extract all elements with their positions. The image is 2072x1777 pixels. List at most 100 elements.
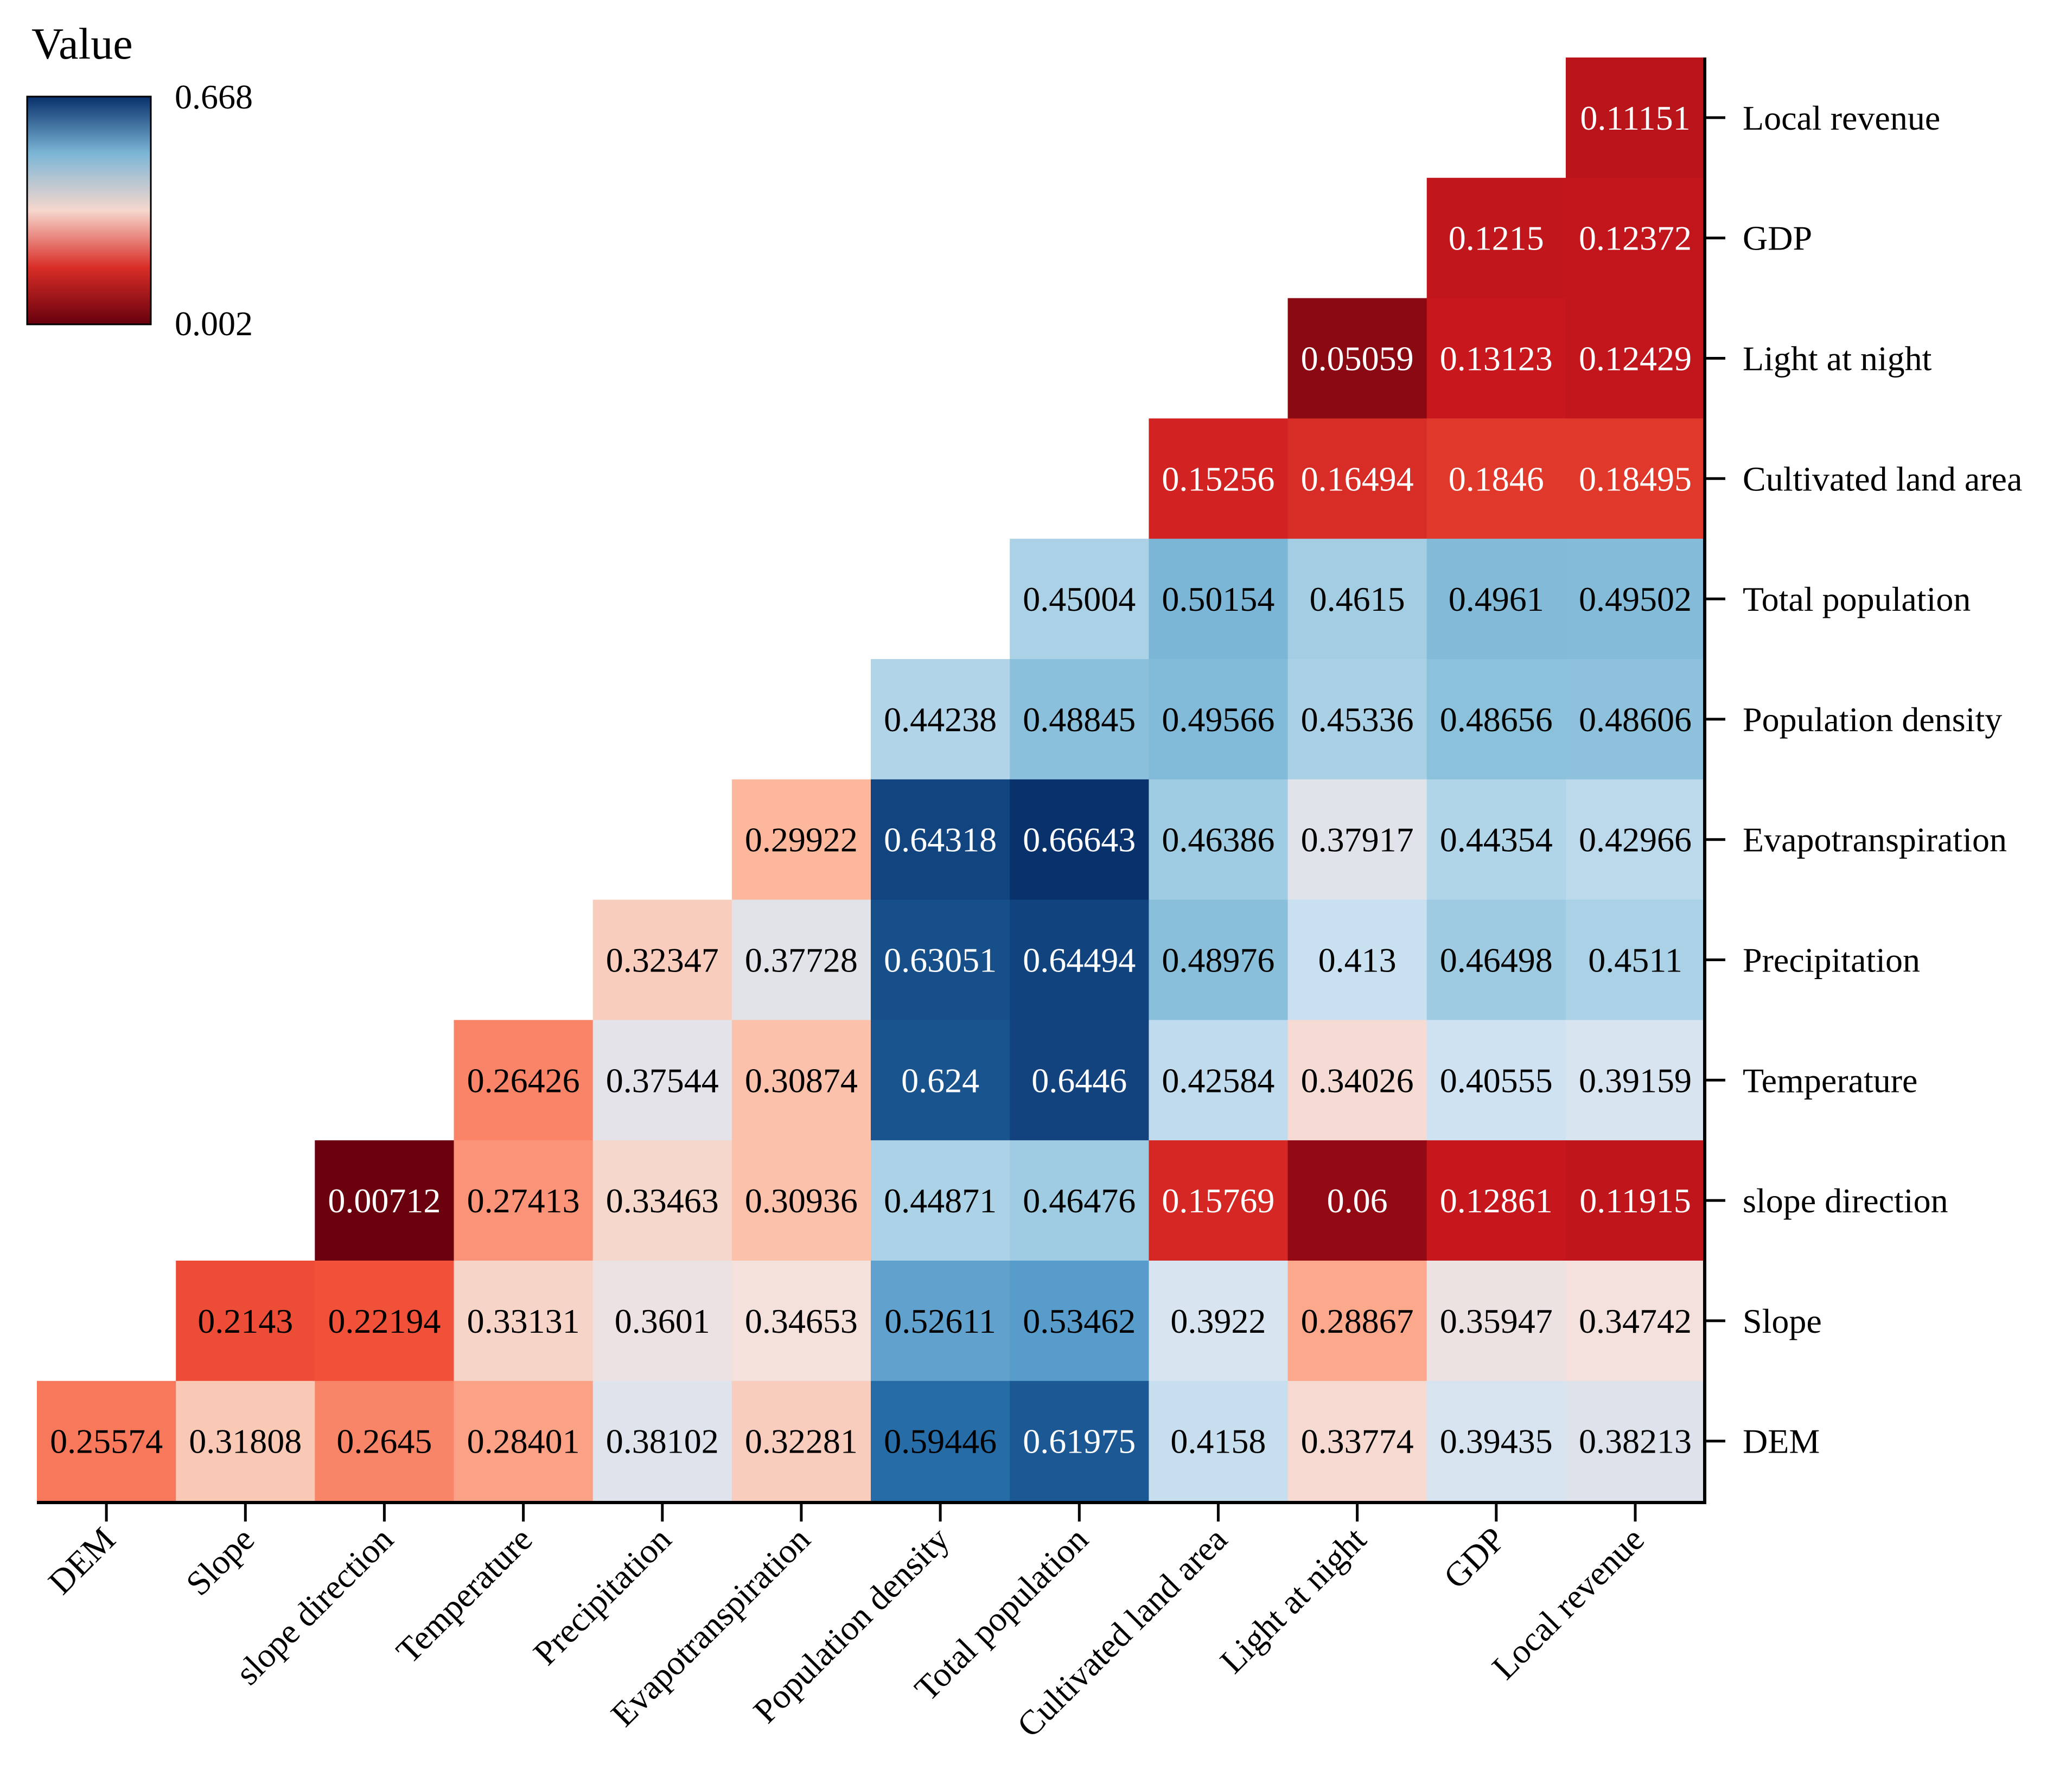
heatmap-cell [1287,298,1427,419]
heatmap-cell [1426,177,1566,299]
heatmap-cell [1010,659,1150,780]
heatmap-cell [731,1380,871,1502]
heatmap-cell [592,899,732,1021]
heatmap-cell [1565,177,1705,299]
cell-value-label: 0.30936 [745,1181,858,1220]
heatmap-cell [871,1261,1010,1382]
heatmap-cell [1149,1380,1289,1502]
heatmap-cell [1426,539,1566,660]
heatmap-cell [871,1140,1010,1261]
heatmap-cell [1010,1140,1150,1261]
heatmap-cell [1287,1140,1427,1261]
heatmap-cell-labels: 0.11151 0.1215 0.12372 0.05059 0.13123 0.1242… [50,99,1692,1461]
cell-value-label: 0.1846 [1449,459,1544,498]
heatmap-cell [871,899,1010,1021]
cell-value-label: 0.13123 [1440,340,1553,378]
cell-value-label: 0.1215 [1449,219,1544,258]
cell-value-label: 0.64494 [1023,941,1136,980]
y-tick-label: Precipitation [1743,941,1920,980]
cell-value-label: 0.49502 [1579,580,1692,618]
heatmap-cell [1149,418,1289,539]
legend-colorbar [26,95,152,325]
heatmap-cell [1565,899,1705,1021]
cell-value-label: 0.48606 [1579,700,1692,739]
cell-value-label: 0.624 [901,1061,979,1100]
cell-value-label: 0.46498 [1440,941,1553,980]
heatmap-cell [1565,57,1705,178]
heatmap-cell [1565,779,1705,900]
heatmap-cell [1565,539,1705,660]
heatmap-cell [1287,1261,1427,1382]
cell-value-label: 0.48845 [1023,700,1136,739]
heatmap-cell [1565,659,1705,780]
cell-value-label: 0.12372 [1579,219,1692,258]
cell-value-label: 0.61975 [1023,1422,1136,1461]
cell-value-label: 0.6446 [1031,1061,1127,1100]
cell-value-label: 0.30874 [745,1061,858,1100]
cell-value-label: 0.16494 [1301,459,1414,498]
x-tick-label: DEM [41,1520,123,1602]
heatmap-cell [1010,779,1150,900]
y-tick-label: Slope [1743,1302,1822,1340]
heatmap-cell [1010,899,1150,1021]
cell-value-label: 0.63051 [884,941,997,980]
heatmap-cell [871,1020,1010,1141]
heatmap-cell [1149,659,1289,780]
heatmap-cell [871,1380,1010,1502]
cell-value-label: 0.46476 [1023,1181,1136,1220]
cell-value-label: 0.29922 [745,821,858,859]
heatmap-cells [37,57,1705,1502]
axes [37,57,1706,1504]
cell-value-label: 0.2143 [197,1302,293,1340]
cell-value-label: 0.38102 [606,1422,719,1461]
cell-value-label: 0.45004 [1023,580,1136,618]
heatmap-cell [1287,779,1427,900]
heatmap-cell [315,1140,455,1261]
x-tick-label: Precipitation [526,1520,678,1672]
cell-value-label: 0.37544 [606,1061,719,1100]
cell-value-label: 0.52611 [884,1302,996,1340]
cell-value-label: 0.34653 [745,1302,858,1340]
cell-value-label: 0.33463 [606,1181,719,1220]
heatmap-cell [1426,1020,1566,1141]
legend-min-label: 0.002 [175,304,253,343]
heatmap-cell [592,1380,732,1502]
heatmap-cell [1426,779,1566,900]
cell-value-label: 0.15256 [1162,459,1274,498]
cell-value-label: 0.28401 [467,1422,580,1461]
legend-title: Value [31,19,133,68]
legend-max-label: 0.668 [175,78,253,116]
cell-value-label: 0.53462 [1023,1302,1136,1340]
cell-value-label: 0.39159 [1579,1061,1692,1100]
heatmap-cell [1149,1020,1289,1141]
cell-value-label: 0.31808 [189,1422,302,1461]
x-tick-label: Light at night [1213,1520,1374,1681]
heatmap-cell [1565,1140,1705,1261]
heatmap-cell [1426,659,1566,780]
y-tick-label: Local revenue [1743,99,1940,137]
y-tick-label: slope direction [1743,1181,1948,1220]
cell-value-label: 0.40555 [1440,1061,1553,1100]
cell-value-label: 0.28867 [1301,1302,1414,1340]
y-axis-ticks: Local revenue GDP Light at night Cultivated… [1705,99,2022,1461]
heatmap-cell [37,1380,176,1502]
heatmap-cell [454,1261,594,1382]
cell-value-label: 0.4158 [1170,1422,1266,1461]
heatmap-cell [454,1380,594,1502]
cell-value-label: 0.4961 [1449,580,1544,618]
cell-value-label: 0.4511 [1588,941,1682,980]
heatmap-cell [1287,899,1427,1021]
cell-value-label: 0.11151 [1580,99,1690,137]
x-tick-label: Slope [178,1520,262,1603]
y-tick-label: Evapotranspiration [1743,821,2007,859]
cell-value-label: 0.34026 [1301,1061,1414,1100]
heatmap-cell [731,1261,871,1382]
heatmap-cell [1010,1020,1150,1141]
cell-value-label: 0.22194 [328,1302,441,1340]
heatmap-cell [1565,1261,1705,1382]
cell-value-label: 0.15769 [1162,1181,1274,1220]
cell-value-label: 0.05059 [1301,340,1414,378]
y-tick-label: Temperature [1743,1061,1917,1100]
cell-value-label: 0.45336 [1301,700,1414,739]
cell-value-label: 0.37728 [745,941,858,980]
